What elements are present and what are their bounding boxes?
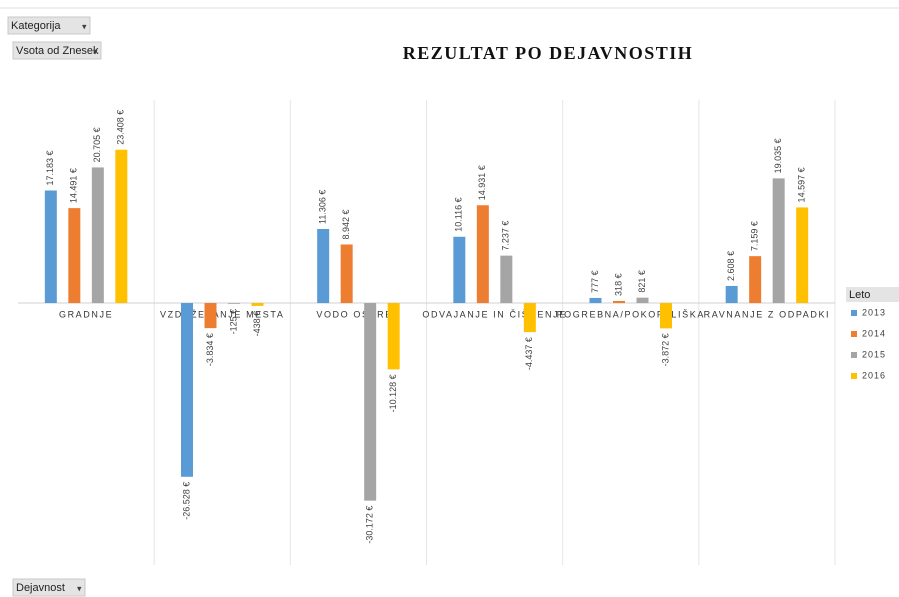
x-tick-label: ODVAJANJE IN ČIŠČENJE [422, 309, 566, 319]
bar [204, 303, 217, 329]
bar [523, 303, 536, 333]
x-tick-label: VZDRŽEVANJE MESTA [160, 309, 284, 319]
data-label: -26.528 € [181, 482, 191, 520]
data-label: 318 € [613, 273, 623, 296]
data-label: 23.408 € [116, 110, 126, 145]
data-label: 777 € [590, 270, 600, 293]
bar [44, 190, 57, 304]
filter-button[interactable] [7, 16, 91, 35]
bar [115, 149, 128, 304]
data-label: -10.128 € [388, 374, 398, 412]
x-tick-label: VODO OSKRBA [316, 309, 400, 319]
data-label: 11.306 € [318, 190, 328, 224]
bar [749, 256, 762, 304]
legend-swatch [851, 373, 857, 379]
data-label: 10.116 € [454, 197, 464, 231]
legend-label: 2014 [862, 328, 886, 338]
filter-button[interactable] [12, 578, 86, 597]
bar [91, 167, 104, 304]
x-tick-label: POGREBNA/POKOPALIŠKA [557, 309, 705, 319]
dropdown-arrow[interactable]: ▾ [77, 583, 82, 593]
legend-label: 2015 [862, 349, 886, 359]
legend-label: 2013 [862, 307, 886, 317]
data-label: 17.183 € [45, 150, 55, 185]
data-label: 20.705 € [92, 127, 102, 162]
legend-swatch [851, 310, 857, 316]
data-label: 14.597 € [797, 167, 807, 202]
data-label: 821 € [637, 270, 647, 293]
legend-title-bg [846, 287, 899, 302]
bar [660, 303, 672, 329]
data-label: -3.834 € [205, 333, 215, 366]
data-label: 14.491 € [69, 168, 79, 203]
bar [364, 303, 377, 501]
bar [589, 297, 602, 304]
legend-label: 2016 [862, 370, 886, 380]
bar [500, 255, 513, 304]
data-label: -30.172 € [365, 506, 375, 544]
filter-button-label[interactable]: Dejavnost [16, 582, 65, 594]
chart-title: REZULTAT PO DEJAVNOSTIH [403, 43, 694, 63]
bar [772, 178, 785, 304]
bar [317, 228, 330, 304]
filter-button-label[interactable]: Vsota od Znesek [16, 45, 99, 57]
bar [68, 208, 81, 304]
x-tick-label: RAVNANJE Z ODPADKI [704, 309, 830, 319]
bar [228, 303, 240, 304]
data-label: -125 € [228, 309, 238, 335]
bar [340, 244, 353, 304]
x-tick-label: GRADNJE [59, 309, 113, 319]
data-label: -4.437 € [524, 337, 534, 370]
filter-button-label[interactable]: Kategorija [11, 20, 61, 32]
data-label: -438 € [252, 311, 262, 337]
data-label: 19.035 € [773, 138, 783, 173]
data-label: 14.931 € [477, 165, 487, 200]
bar [613, 300, 625, 304]
data-label: -3.872 € [660, 333, 670, 366]
data-label: 2.608 € [726, 251, 736, 281]
bar [476, 205, 489, 304]
dropdown-arrow[interactable]: ▾ [82, 21, 87, 31]
bar [725, 285, 738, 304]
dropdown-arrow[interactable]: ▾ [93, 46, 98, 56]
bar [251, 303, 264, 306]
data-label: 8.942 € [341, 209, 351, 239]
bar [181, 303, 193, 477]
bar [387, 303, 400, 370]
legend-swatch [851, 331, 857, 337]
legend-title: Leto [849, 289, 870, 301]
legend-swatch [851, 352, 857, 358]
data-label: 7.237 € [501, 221, 511, 251]
bar [636, 297, 649, 304]
bar [796, 207, 809, 304]
filter-button[interactable] [12, 41, 102, 60]
bar [453, 236, 466, 304]
data-label: 7.159 € [750, 221, 760, 251]
